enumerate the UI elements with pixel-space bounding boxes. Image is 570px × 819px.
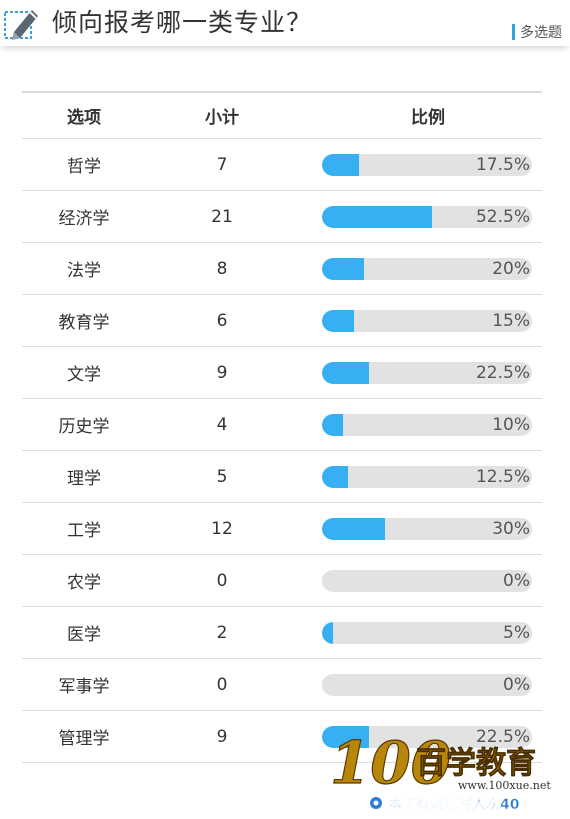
watermark-logo-text: 百学教育 <box>416 746 536 781</box>
option-count: 9 <box>216 726 228 747</box>
table-row: 农学 0 0% <box>22 555 542 607</box>
table-row: 历史学 4 10% <box>22 399 542 451</box>
ratio-bar: 30% <box>322 518 532 540</box>
ratio-percent: 22.5% <box>475 727 530 747</box>
ratio-bar-fill <box>322 362 370 384</box>
option-label: 教育学 <box>58 313 110 333</box>
table-row: 哲学 7 17.5% <box>22 139 542 191</box>
ratio-percent: 30% <box>492 519 530 539</box>
response-count-footer: 本题有效填写人次40 <box>388 796 520 813</box>
ratio-bar: 0% <box>322 674 532 696</box>
ratio-bar-fill <box>322 518 385 540</box>
ratio-percent: 15% <box>492 311 530 331</box>
ratio-bar: 5% <box>322 622 532 644</box>
ratio-bar-fill <box>322 310 354 332</box>
pencil-icon <box>2 4 40 42</box>
table-row: 医学 2 5% <box>22 607 542 659</box>
ratio-percent: 12.5% <box>475 467 530 487</box>
column-header-count: 小计 <box>205 108 239 128</box>
option-label: 工学 <box>67 521 101 541</box>
ratio-percent: 52.5% <box>475 207 530 227</box>
option-label: 法学 <box>67 261 101 281</box>
table-row: 经济学 21 52.5% <box>22 191 542 243</box>
table-row: 军事学 0 0% <box>22 659 542 711</box>
ratio-percent: 5% <box>503 623 530 643</box>
option-label: 理学 <box>67 469 101 489</box>
ratio-percent: 22.5% <box>475 363 530 383</box>
option-count: 8 <box>216 258 228 279</box>
ratio-bar-fill <box>322 258 364 280</box>
option-label: 管理学 <box>58 729 110 749</box>
table-row: 理学 5 12.5% <box>22 451 542 503</box>
ratio-bar: 0% <box>322 570 532 592</box>
option-count: 5 <box>216 466 228 487</box>
option-count: 9 <box>216 362 228 383</box>
results-table: 选项 小计 比例 哲学 7 17.5% 经济学 21 52.5% 法学 8 20% 教育学 6 15%… <box>22 91 542 763</box>
ratio-percent: 0% <box>503 675 530 695</box>
option-label: 文学 <box>67 365 101 385</box>
ratio-bar: 20% <box>322 258 532 280</box>
ratio-bar: 12.5% <box>322 466 532 488</box>
watermark: 100 百学教育 www.100xue.net 本题有效填写人次40 <box>329 725 565 815</box>
option-count: 0 <box>216 570 228 591</box>
table-row: 教育学 6 15% <box>22 295 542 347</box>
ratio-bar-fill <box>322 414 343 436</box>
question-title: 倾向报考哪一类专业？ <box>52 8 313 37</box>
option-label: 经济学 <box>58 209 110 229</box>
badge-marker <box>512 24 515 40</box>
ratio-bar-fill <box>322 726 370 748</box>
ratio-bar-fill <box>322 622 333 644</box>
ratio-percent: 0% <box>503 571 530 591</box>
ratio-bar: 15% <box>322 310 532 332</box>
badge-label: 多选题 <box>520 25 562 41</box>
option-label: 历史学 <box>58 417 110 437</box>
table-row: 文学 9 22.5% <box>22 347 542 399</box>
option-count: 21 <box>211 206 233 227</box>
option-count: 2 <box>216 622 228 643</box>
ratio-percent: 20% <box>492 259 530 279</box>
option-label: 农学 <box>67 573 101 593</box>
ratio-percent: 10% <box>492 415 530 435</box>
ratio-bar-fill <box>322 154 359 176</box>
option-label: 军事学 <box>58 677 110 697</box>
ratio-bar: 22.5% <box>322 362 532 384</box>
ratio-percent: 17.5% <box>475 155 530 175</box>
option-count: 4 <box>216 414 228 435</box>
option-count: 7 <box>216 154 228 175</box>
option-count: 0 <box>216 674 228 695</box>
option-label: 医学 <box>67 625 101 645</box>
column-header-ratio: 比例 <box>411 108 445 128</box>
ratio-bar-fill <box>322 206 433 228</box>
question-type-badge: 多选题 <box>512 22 562 42</box>
table-row: 管理学 9 22.5% <box>22 711 542 763</box>
watermark-logo-number: 100 <box>330 729 451 797</box>
table-header-row: 选项 小计 比例 <box>22 93 542 139</box>
ratio-bar: 52.5% <box>322 206 532 228</box>
table-row: 法学 8 20% <box>22 243 542 295</box>
table-row: 工学 12 30% <box>22 503 542 555</box>
question-header: 倾向报考哪一类专业？ 多选题 <box>0 0 570 46</box>
ratio-bar: 22.5% <box>322 726 532 748</box>
option-count: 6 <box>216 310 228 331</box>
watermark-logo: 100 百学教育 www.100xue.net 本题有效填写人次40 <box>329 728 551 813</box>
option-count: 12 <box>211 518 233 539</box>
ratio-bar-fill <box>322 466 349 488</box>
ratio-bar: 17.5% <box>322 154 532 176</box>
option-label: 哲学 <box>67 157 101 177</box>
column-header-option: 选项 <box>67 108 101 128</box>
ratio-bar: 10% <box>322 414 532 436</box>
watermark-url: www.100xue.net <box>458 779 551 792</box>
